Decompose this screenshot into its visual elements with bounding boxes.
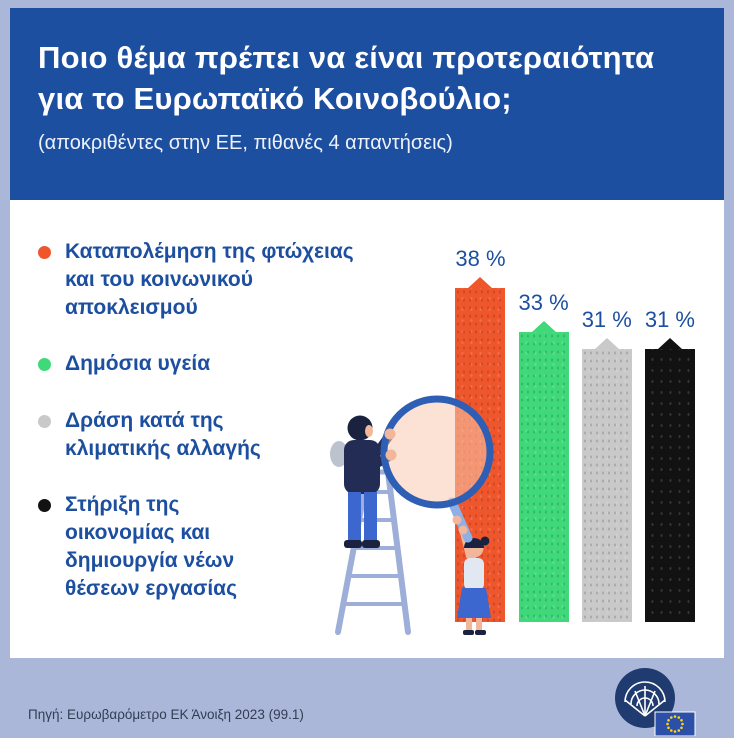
bar-value-label: 31 % <box>644 307 695 332</box>
legend-dot <box>38 498 51 512</box>
legend-item: Δράση κατά της κλιματικής αλλαγής <box>38 407 378 463</box>
title-line-2: για το Ευρωπαϊκό Κοινοβούλιο; <box>38 80 512 116</box>
legend-dot <box>38 246 51 259</box>
legend-item: Καταπολέμηση της φτώχειας και του κοινων… <box>38 238 378 322</box>
header: Ποιο θέμα πρέπει να είναι προτεραιότητα γ… <box>10 8 724 200</box>
content-panel: Καταπολέμηση της φτώχειας και του κοινων… <box>10 200 724 658</box>
bar <box>644 349 695 622</box>
source-text: Πηγή: Ευρωβαρόμετρο ΕΚ Άνοιξη 2023 (99.1… <box>28 707 304 722</box>
european-parliament-logo <box>615 668 696 736</box>
legend-dot <box>38 414 51 428</box>
legend-label: Στήριξη της οικονομίας και δημιουργία νέ… <box>65 492 237 601</box>
woman-figure <box>457 518 491 635</box>
page-title: Ποιο θέμα πρέπει να είναι προτεραιότητα γ… <box>38 38 696 120</box>
bar-value-label: 38 % <box>455 246 506 271</box>
legend-label: Δημόσια υγεία <box>65 352 211 376</box>
people-illustration <box>330 395 494 635</box>
bar-peak <box>531 321 556 332</box>
bar-column: 31 % <box>645 307 695 622</box>
subtitle: (αποκριθέντες στην ΕΕ, πιθανές 4 απαντήσ… <box>38 131 453 154</box>
footer: Πηγή: Ευρωβαρόμετρο ΕΚ Άνοιξη 2023 (99.1… <box>0 658 734 738</box>
legend: Καταπολέμηση της φτώχειας και του κοινων… <box>38 238 378 631</box>
legend-item: Στήριξη της οικονομίας και δημιουργία νέ… <box>38 491 378 604</box>
legend-label: Καταπολέμηση της φτώχειας και του κοινων… <box>65 240 354 320</box>
legend-item: Δημόσια υγεία <box>38 350 378 378</box>
bar-column: 33 % <box>519 290 569 622</box>
eu-flag-icon <box>654 711 696 736</box>
bar <box>518 332 569 622</box>
bar-value-label: 31 % <box>581 307 632 332</box>
title-line-1: Ποιο θέμα πρέπει να είναι προτεραιότητα <box>38 40 655 75</box>
hemicycle-icon <box>624 681 666 717</box>
bar-peak <box>657 338 682 349</box>
bar-chart: 38 % 33 % 31 % 31 % <box>455 246 695 622</box>
bar <box>581 349 632 622</box>
man-figure <box>330 415 395 548</box>
bar-peak <box>594 338 619 349</box>
magnifying-glass-icon <box>380 395 494 543</box>
bar-peak <box>468 277 493 288</box>
legend-label: Δράση κατά της κλιματικής αλλαγής <box>65 408 261 460</box>
bar-column: 31 % <box>582 307 632 622</box>
legend-dot <box>38 358 51 372</box>
bar-value-label: 33 % <box>518 290 569 315</box>
